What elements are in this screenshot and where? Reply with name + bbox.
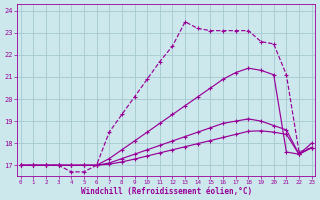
X-axis label: Windchill (Refroidissement éolien,°C): Windchill (Refroidissement éolien,°C) [81,187,252,196]
